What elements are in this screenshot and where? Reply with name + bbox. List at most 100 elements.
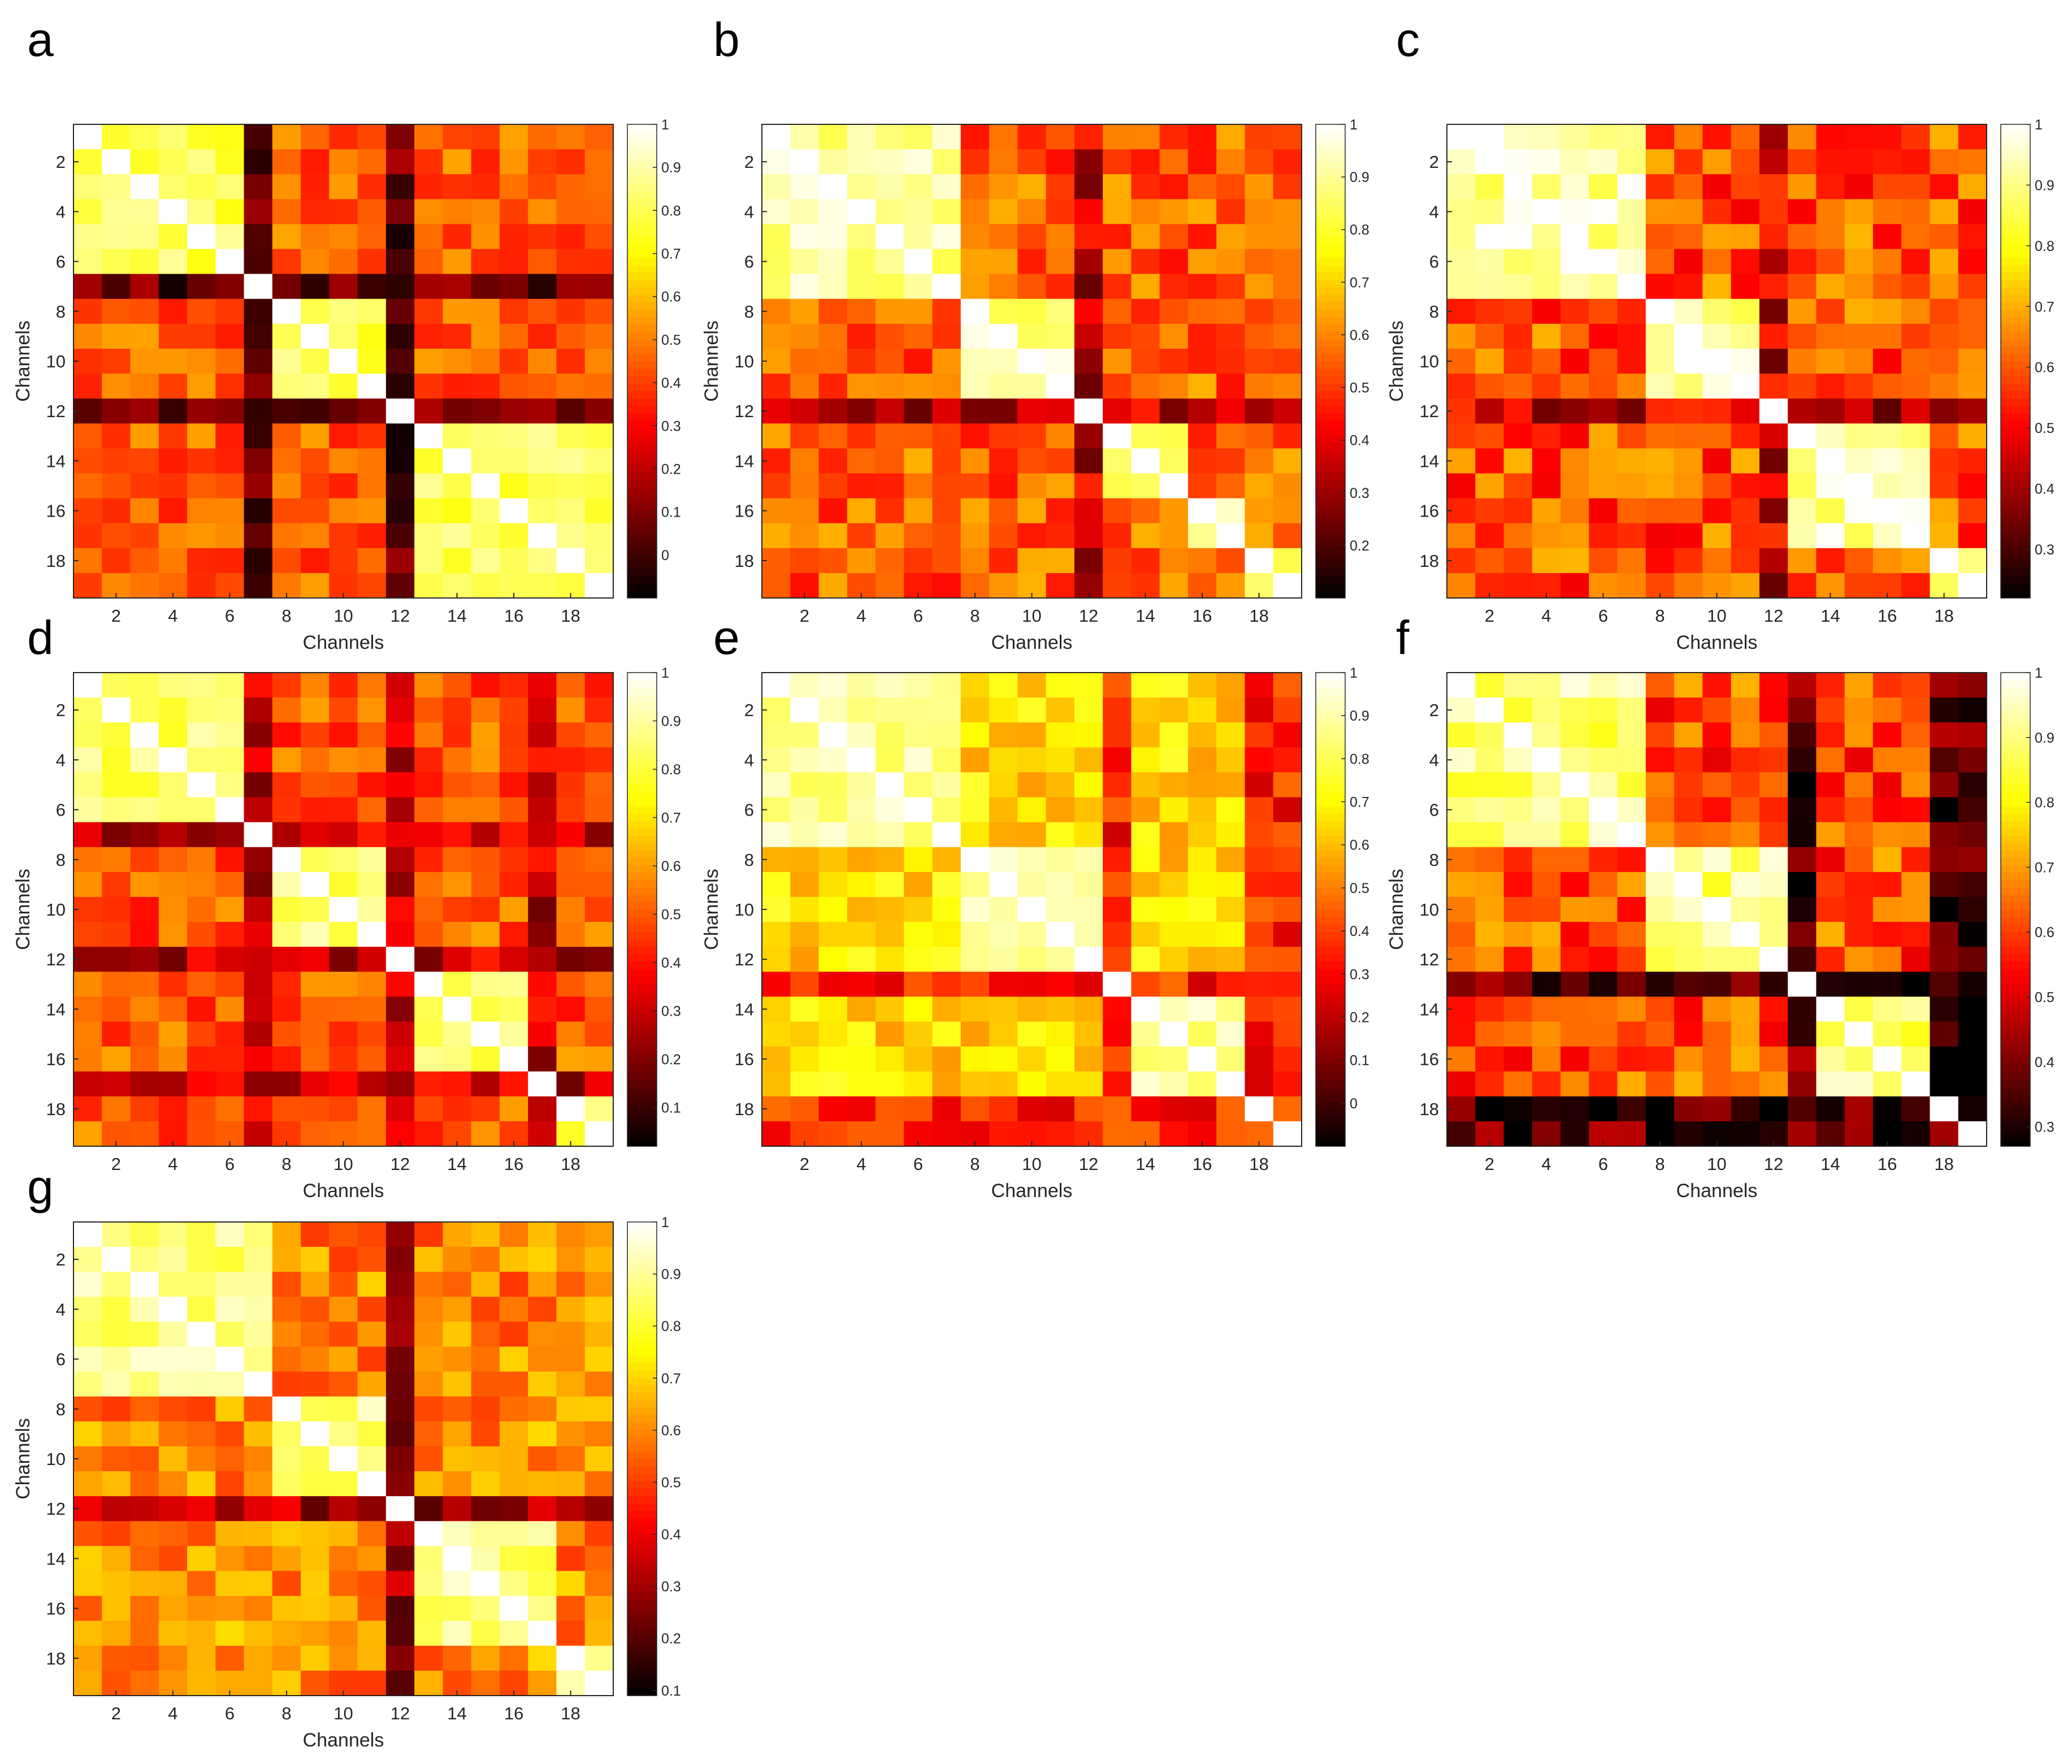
colorbar-tick-label: 0.7 — [661, 811, 681, 826]
heatmap-cell — [904, 473, 933, 499]
colorbar-segment — [1316, 894, 1345, 903]
colorbar-segment — [627, 1540, 657, 1548]
heatmap-cell — [102, 896, 131, 922]
heatmap-cell — [471, 249, 500, 275]
heatmap-cell — [1958, 1071, 1987, 1097]
heatmap-cell — [1532, 473, 1561, 499]
colorbar-segment — [1316, 183, 1345, 192]
heatmap-cell — [1560, 573, 1589, 599]
heatmap-cell — [329, 298, 358, 324]
heatmap-cell — [272, 1471, 301, 1497]
heatmap-cell — [73, 1321, 102, 1347]
colorbar-segment — [627, 939, 657, 947]
heatmap-cell — [301, 1272, 330, 1297]
heatmap-cell — [790, 423, 820, 449]
heatmap-cell — [414, 896, 444, 922]
heatmap-cell — [215, 1021, 245, 1047]
heatmap-cell — [528, 1046, 557, 1072]
heatmap-cell — [499, 1222, 528, 1247]
heatmap-cell — [1103, 822, 1132, 848]
heatmap-cell — [1245, 722, 1274, 748]
heatmap-cell — [414, 498, 444, 524]
heatmap-cell — [1560, 174, 1589, 200]
heatmap-cell — [301, 1346, 330, 1372]
heatmap-cell — [1046, 947, 1075, 972]
heatmap-cell — [385, 423, 415, 449]
heatmap-cell — [102, 872, 131, 898]
heatmap-cell — [471, 199, 500, 225]
colorbar-segment — [627, 850, 657, 858]
colorbar-tick-label: 0.7 — [661, 1371, 681, 1386]
heatmap-cell — [1159, 896, 1189, 922]
colorbar-segment — [2001, 198, 2030, 206]
heatmap-cell — [443, 1371, 472, 1397]
heatmap-cell — [1702, 348, 1732, 374]
x-tick-label: 14 — [1820, 1154, 1840, 1174]
colorbar-segment — [627, 702, 657, 710]
heatmap-cell — [1645, 1096, 1675, 1122]
heatmap-cell — [301, 448, 330, 474]
heatmap-cell — [187, 1071, 216, 1097]
heatmap-cell — [1245, 896, 1274, 922]
heatmap-cell — [329, 323, 358, 349]
heatmap-cell — [762, 722, 791, 748]
colorbar-segment — [627, 324, 657, 332]
heatmap-cell — [528, 274, 557, 300]
colorbar-segment — [1316, 553, 1345, 562]
heatmap-cell — [499, 673, 528, 698]
heatmap-cell — [1759, 323, 1788, 349]
heatmap-cell — [1844, 249, 1874, 275]
heatmap-cell — [875, 149, 904, 175]
heatmap-cell — [471, 423, 500, 449]
heatmap-cell — [443, 274, 472, 300]
heatmap-cell — [1273, 398, 1302, 424]
colorbar-segment — [1316, 835, 1345, 843]
colorbar-segment — [2001, 1064, 2030, 1073]
heatmap-cell — [187, 149, 216, 175]
colorbar-segment — [627, 1385, 657, 1393]
y-axis-label: Channels — [1386, 869, 1407, 950]
heatmap-cell — [1788, 673, 1817, 698]
heatmap-cell — [1046, 996, 1075, 1022]
colorbar-tick-label: 0.3 — [2035, 1120, 2054, 1135]
heatmap-cell — [1645, 697, 1675, 723]
heatmap-cell — [414, 797, 444, 823]
heatmap-cell — [385, 323, 415, 349]
heatmap-cell — [1702, 523, 1732, 549]
heatmap-cell — [1503, 896, 1533, 922]
heatmap-cell — [1759, 772, 1788, 798]
heatmap-cell — [989, 1121, 1018, 1147]
heatmap-cell — [1645, 896, 1675, 922]
x-axis-label: Channels — [303, 1180, 384, 1202]
colorbar-tick-label: 0.7 — [661, 246, 681, 262]
heatmap-cell — [556, 348, 586, 374]
heatmap-cell — [1503, 548, 1533, 574]
heatmap-cell — [528, 1446, 557, 1472]
heatmap-cell — [1702, 124, 1732, 150]
colorbar-segment — [1316, 909, 1345, 917]
colorbar-tick-label: 0.6 — [2035, 925, 2054, 940]
colorbar-segment — [627, 709, 657, 718]
heatmap-cell — [215, 673, 245, 698]
heatmap-cell — [1475, 673, 1505, 698]
x-tick-label: 18 — [1249, 606, 1268, 626]
colorbar-tick-label: 0.8 — [661, 762, 681, 778]
heatmap-cell — [1759, 872, 1788, 898]
heatmap-cell — [1674, 1071, 1703, 1097]
colorbar-segment — [1316, 1035, 1345, 1043]
heatmap-cell — [1159, 323, 1189, 349]
heatmap-cell — [1131, 124, 1160, 150]
heatmap-cell — [357, 398, 387, 424]
heatmap-cell — [1901, 124, 1931, 150]
y-tick-label: 10 — [46, 1449, 66, 1469]
heatmap-cell — [1475, 1021, 1505, 1047]
heatmap-cell — [1017, 298, 1047, 324]
heatmap-cell — [471, 972, 500, 997]
heatmap-cell — [1017, 797, 1047, 823]
heatmap-cell — [272, 772, 301, 798]
heatmap-cell — [1674, 448, 1703, 474]
heatmap-cell — [1674, 1096, 1703, 1122]
heatmap-cell — [528, 1371, 557, 1397]
heatmap-cell — [847, 872, 876, 898]
heatmap-cell — [932, 1096, 961, 1122]
